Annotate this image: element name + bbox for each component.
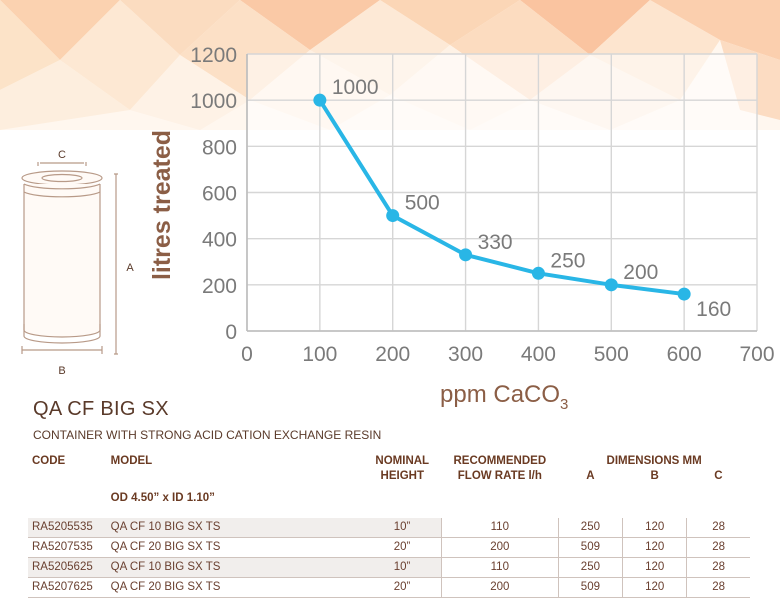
x-tick-label: 600 xyxy=(667,343,702,366)
y-tick-label: 200 xyxy=(202,275,237,298)
cell-dim-b: 120 xyxy=(622,518,687,538)
data-label: 250 xyxy=(550,249,585,272)
y-tick-labels: 0 200 400 600 800 1000 1200 xyxy=(190,44,237,344)
table-row: RA5205535 QA CF 10 BIG SX TS 10” 110 250… xyxy=(28,518,750,538)
data-point xyxy=(313,93,327,107)
y-tick-label: 1200 xyxy=(190,44,237,67)
data-label: 200 xyxy=(623,261,658,284)
header-code: CODE xyxy=(32,455,66,467)
litres-vs-hardness-chart: 0 200 400 600 800 1000 1200 0 100 200 300 400 500 60… xyxy=(148,44,775,413)
cell-dim-c: 28 xyxy=(686,557,750,578)
chart-grid xyxy=(246,53,758,332)
x-tick-label: 700 xyxy=(739,343,774,366)
cartridge-top-cap xyxy=(21,170,103,186)
data-labels: 1000 500 330 250 200 160 xyxy=(332,76,731,321)
header-dim-c: C xyxy=(714,470,723,482)
product-subtitle: CONTAINER WITH STRONG ACID CATION EXCHAN… xyxy=(33,428,382,442)
header-height: NOMINAL HEIGHT xyxy=(363,454,441,484)
dimension-label-c: C xyxy=(58,149,66,161)
cell-dim-c: 28 xyxy=(686,518,750,538)
y-tick-label: 800 xyxy=(202,136,237,159)
x-tick-labels: 0 100 200 300 400 500 600 700 xyxy=(241,343,774,366)
header-dim-b: B xyxy=(650,470,659,482)
table-row: RA5207625 QA CF 20 BIG SX TS 20” 200 509… xyxy=(28,577,750,598)
header-model: MODEL xyxy=(110,455,153,467)
cell-model: QA CF 10 BIG SX TS xyxy=(106,557,364,578)
data-point xyxy=(459,248,473,262)
cell-height: 20” xyxy=(393,581,411,593)
cell-dim-a: 250 xyxy=(557,518,623,538)
data-point xyxy=(604,278,618,292)
x-axis-label: ppm CaCO3 xyxy=(440,381,568,413)
cell-dim-b: 120 xyxy=(622,577,687,598)
header-flow-line1: RECOMMENDED xyxy=(453,455,547,467)
cell-dim-c: 28 xyxy=(686,537,750,558)
cell-model: QA CF 10 BIG SX TS xyxy=(106,518,364,538)
x-axis-label-main: ppm CaCO xyxy=(440,381,560,408)
cell-code: RA5207535 xyxy=(32,541,93,553)
x-tick-label: 0 xyxy=(241,343,253,366)
y-tick-label: 400 xyxy=(202,229,237,252)
cell-dim-c: 28 xyxy=(686,577,750,598)
x-tick-label: 200 xyxy=(375,343,410,366)
data-point xyxy=(677,287,691,301)
table-row: RA5207535 QA CF 20 BIG SX TS 20” 200 509… xyxy=(28,537,750,558)
header-height-line1: NOMINAL xyxy=(375,455,430,467)
header-flow-line2: FLOW RATE l/h xyxy=(457,470,542,482)
cell-flow: 200 xyxy=(440,577,559,598)
table-subheader-row: OD 4.50” x ID 1.10” xyxy=(28,484,750,518)
cell-flow: 200 xyxy=(440,537,559,558)
cell-flow: 110 xyxy=(440,557,559,578)
dimension-label-a: A xyxy=(126,262,134,274)
cell-dim-b: 120 xyxy=(622,557,687,578)
series-line xyxy=(318,99,685,297)
data-label: 500 xyxy=(405,192,440,215)
cell-model: QA CF 20 BIG SX TS xyxy=(110,541,221,553)
x-axis-label-subscript: 3 xyxy=(560,396,568,413)
x-tick-label: 400 xyxy=(521,343,556,366)
table-row: RA5205625 QA CF 10 BIG SX TS 10” 110 250… xyxy=(28,557,750,578)
cell-height: 10” xyxy=(363,557,442,578)
data-label: 1000 xyxy=(332,76,379,99)
y-tick-label: 1000 xyxy=(190,90,237,113)
data-label: 160 xyxy=(696,298,731,321)
x-tick-label: 100 xyxy=(302,343,337,366)
cell-dim-a: 509 xyxy=(557,537,623,558)
product-title: QA CF BIG SX xyxy=(33,398,169,420)
data-point xyxy=(386,209,400,223)
header-height-line2: HEIGHT xyxy=(380,470,424,482)
cartridge-top-opening xyxy=(41,173,83,183)
data-point xyxy=(531,266,545,280)
x-tick-label: 500 xyxy=(594,343,629,366)
spec-table: CODE MODEL NOMINAL HEIGHT RECOMMENDED FLOW… xyxy=(28,454,750,598)
header-flow: RECOMMENDED FLOW RATE l/h xyxy=(441,454,558,484)
y-tick-label: 0 xyxy=(225,321,237,344)
cell-model: QA CF 20 BIG SX TS xyxy=(110,581,221,593)
cell-flow: 110 xyxy=(440,518,559,538)
cell-dim-a: 509 xyxy=(557,577,623,598)
cell-height: 10” xyxy=(363,518,442,538)
y-tick-label: 600 xyxy=(202,183,237,206)
cell-dim-a: 250 xyxy=(557,557,623,578)
table-header-row-dims: A B C xyxy=(28,469,750,484)
data-label: 330 xyxy=(478,231,513,254)
y-axis-label: litres treated xyxy=(148,130,176,280)
cell-code: RA5205625 xyxy=(28,557,107,578)
data-points xyxy=(313,93,691,301)
header-dim-a: A xyxy=(586,470,595,482)
cell-code: RA5205535 xyxy=(28,518,107,538)
header-dimensions: DIMENSIONS MM xyxy=(606,455,702,467)
cartridge-bottom-cap xyxy=(23,324,101,344)
table-subheader: OD 4.50” x ID 1.10” xyxy=(110,492,215,504)
cell-height: 20” xyxy=(393,541,411,553)
cell-dim-b: 120 xyxy=(622,537,687,558)
cell-code: RA5207625 xyxy=(32,581,93,593)
cartridge-dimension-diagram: C A B xyxy=(21,149,134,377)
cartridge-body xyxy=(23,184,101,338)
dimension-label-b: B xyxy=(58,365,65,377)
table-header-row: CODE MODEL NOMINAL HEIGHT RECOMMENDED FLOW… xyxy=(28,454,750,482)
x-tick-label: 300 xyxy=(448,343,483,366)
